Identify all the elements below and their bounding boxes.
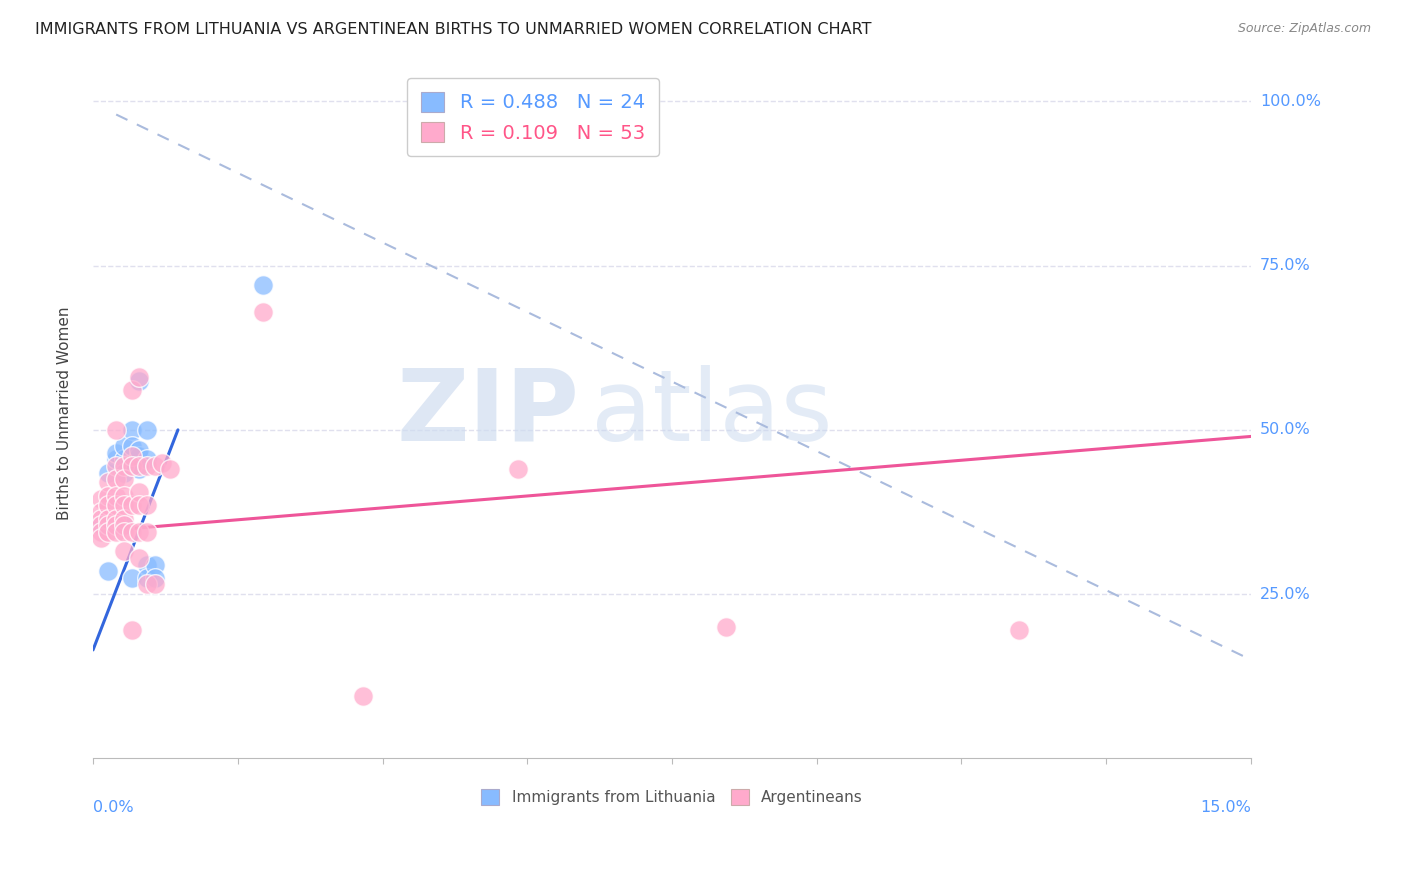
Point xyxy=(128,485,150,500)
Point xyxy=(121,524,143,539)
Point xyxy=(97,511,120,525)
Point xyxy=(143,577,166,591)
Point xyxy=(121,624,143,638)
Point xyxy=(128,370,150,384)
Point xyxy=(128,442,150,457)
Point xyxy=(128,449,150,463)
Text: 25.0%: 25.0% xyxy=(1260,587,1310,601)
Point xyxy=(112,518,135,533)
Text: 50.0%: 50.0% xyxy=(1260,422,1310,437)
Point xyxy=(143,458,166,473)
Point xyxy=(159,462,181,476)
Text: Source: ZipAtlas.com: Source: ZipAtlas.com xyxy=(1237,22,1371,36)
Point xyxy=(252,278,274,293)
Point xyxy=(506,462,529,476)
Point xyxy=(105,446,128,460)
Point xyxy=(112,439,135,453)
Point xyxy=(136,571,159,585)
Point xyxy=(90,511,112,525)
Point xyxy=(105,472,128,486)
Point xyxy=(105,458,128,473)
Text: 15.0%: 15.0% xyxy=(1201,800,1251,814)
Point xyxy=(136,524,159,539)
Text: ZIP: ZIP xyxy=(396,365,579,462)
Point xyxy=(105,518,128,533)
Point xyxy=(128,499,150,513)
Point xyxy=(105,423,128,437)
Point xyxy=(112,511,135,525)
Point xyxy=(90,491,112,506)
Point xyxy=(121,439,143,453)
Text: 0.0%: 0.0% xyxy=(93,800,134,814)
Point xyxy=(105,499,128,513)
Text: 75.0%: 75.0% xyxy=(1260,258,1310,273)
Point xyxy=(121,458,143,473)
Point xyxy=(112,458,135,473)
Point xyxy=(121,449,143,463)
Point xyxy=(121,499,143,513)
Y-axis label: Births to Unmarried Women: Births to Unmarried Women xyxy=(58,307,72,520)
Text: IMMIGRANTS FROM LITHUANIA VS ARGENTINEAN BIRTHS TO UNMARRIED WOMEN CORRELATION C: IMMIGRANTS FROM LITHUANIA VS ARGENTINEAN… xyxy=(35,22,872,37)
Legend: Immigrants from Lithuania, Argentineans: Immigrants from Lithuania, Argentineans xyxy=(474,781,870,813)
Text: atlas: atlas xyxy=(591,365,832,462)
Point xyxy=(105,452,128,467)
Point xyxy=(136,577,159,591)
Point xyxy=(105,489,128,503)
Point xyxy=(112,544,135,558)
Point xyxy=(121,423,143,437)
Point xyxy=(128,458,150,473)
Point xyxy=(112,466,135,480)
Point xyxy=(136,558,159,572)
Point xyxy=(90,531,112,545)
Point xyxy=(121,571,143,585)
Point xyxy=(128,551,150,566)
Point xyxy=(352,689,374,703)
Point xyxy=(90,505,112,519)
Point xyxy=(121,384,143,398)
Point xyxy=(90,524,112,539)
Point xyxy=(105,511,128,525)
Point xyxy=(112,518,135,533)
Point xyxy=(112,489,135,503)
Point xyxy=(143,571,166,585)
Point xyxy=(90,518,112,533)
Point xyxy=(112,472,135,486)
Point xyxy=(97,499,120,513)
Point xyxy=(714,620,737,634)
Point xyxy=(97,524,120,539)
Point xyxy=(128,524,150,539)
Point xyxy=(136,458,159,473)
Point xyxy=(136,452,159,467)
Point xyxy=(128,374,150,388)
Point xyxy=(143,558,166,572)
Point xyxy=(121,458,143,473)
Point xyxy=(152,456,174,470)
Point xyxy=(112,499,135,513)
Point xyxy=(105,524,128,539)
Point xyxy=(97,564,120,578)
Point xyxy=(97,489,120,503)
Point xyxy=(97,518,120,533)
Point xyxy=(136,499,159,513)
Text: 100.0%: 100.0% xyxy=(1260,94,1322,109)
Point xyxy=(1008,624,1031,638)
Point xyxy=(252,304,274,318)
Point xyxy=(112,452,135,467)
Point xyxy=(97,475,120,490)
Point xyxy=(90,518,112,533)
Point xyxy=(128,462,150,476)
Point xyxy=(112,524,135,539)
Point xyxy=(97,466,120,480)
Point xyxy=(136,423,159,437)
